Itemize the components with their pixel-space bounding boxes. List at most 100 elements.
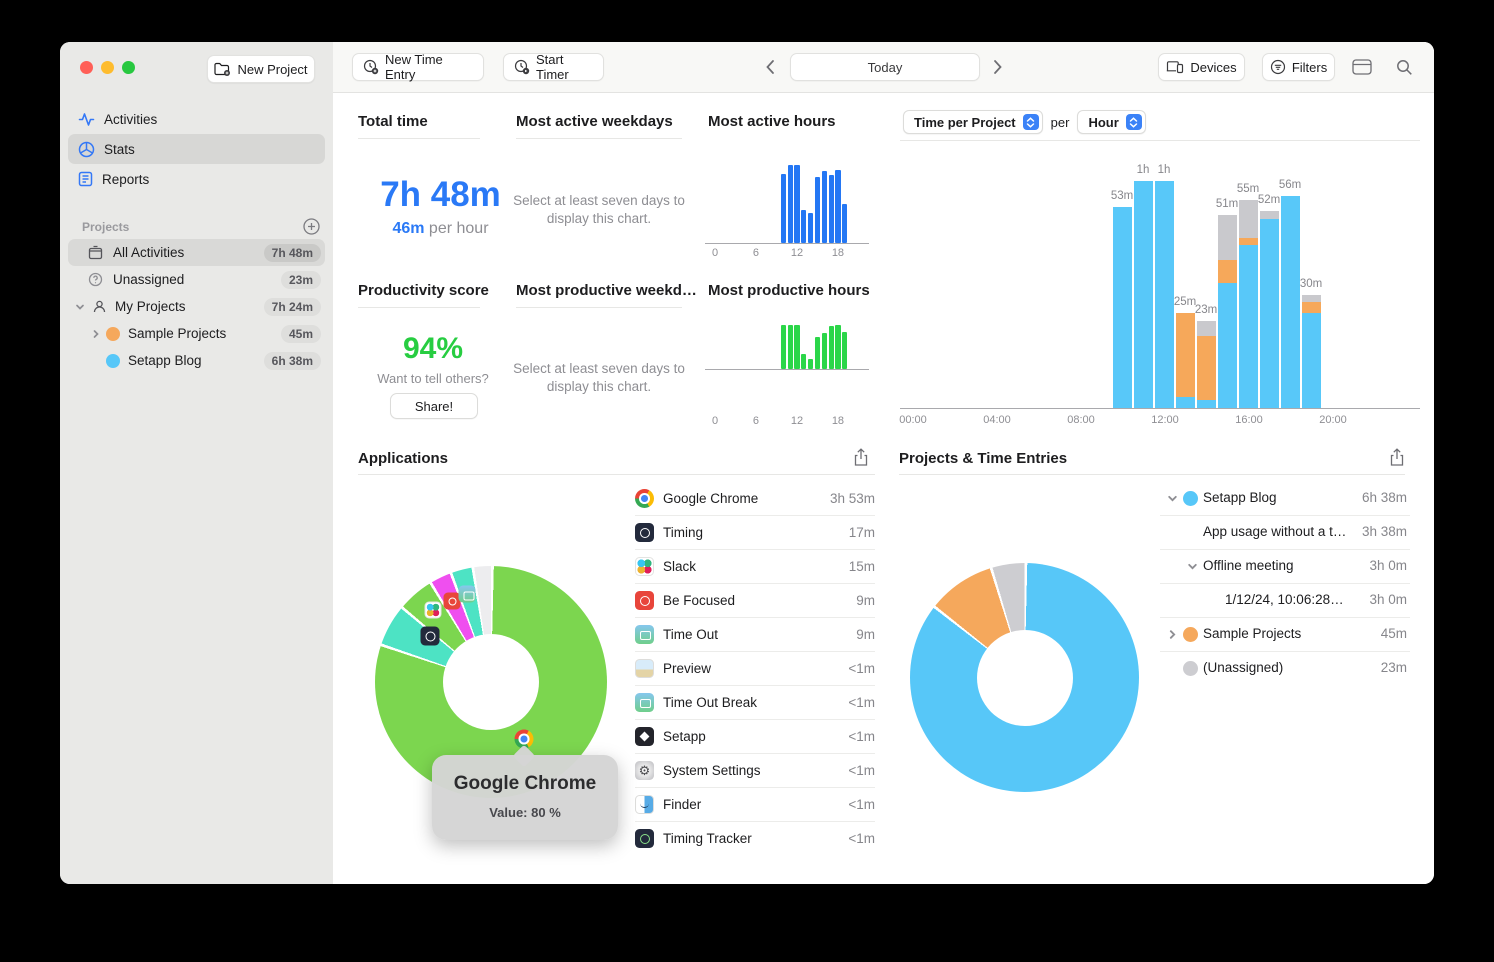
filters-button[interactable]: Filters <box>1262 53 1335 81</box>
projects-section-header: Projects <box>82 220 130 234</box>
most-productive-hours-header: Most productive hours <box>708 282 870 299</box>
sidebar-item-stats[interactable]: Stats <box>68 134 325 164</box>
total-time-rate: 46m per hour <box>353 220 528 238</box>
entry-name: 1/12/24, 10:06:28… <box>1225 592 1344 607</box>
application-time: 3h 53m <box>829 491 875 506</box>
divider <box>900 140 1420 141</box>
application-time: <1m <box>848 831 875 846</box>
stats-chart-icon <box>78 141 95 158</box>
application-name: Timing <box>663 525 704 540</box>
devices-icon <box>1166 60 1184 74</box>
bar-value-label: 23m <box>1194 303 1218 316</box>
interval-select[interactable]: Hour <box>1077 110 1146 134</box>
bar-segment <box>1217 283 1237 408</box>
toolbar: New Time Entry Start Timer Today <box>333 42 1434 93</box>
new-time-entry-button[interactable]: New Time Entry <box>352 52 484 82</box>
productivity-score-value: 94% <box>402 332 464 365</box>
bar-segment <box>1217 260 1237 284</box>
date-range-label: Today <box>867 59 903 75</box>
weekdays-empty-message: Select at least seven days to display th… <box>513 193 685 227</box>
sidebar-item-all-activities[interactable]: All Activities 7h 48m <box>68 239 325 266</box>
application-row[interactable]: Preview <1m <box>635 651 875 685</box>
sidebar-item-setapp-blog[interactable]: Setapp Blog 6h 38m <box>68 347 325 374</box>
application-row[interactable]: System Settings <1m <box>635 753 875 787</box>
sidebar-item-activities[interactable]: Activities <box>68 104 325 134</box>
time-entry-row[interactable]: (Unassigned) 23m <box>1160 651 1410 685</box>
sidebar-item-unassigned[interactable]: Unassigned 23m <box>68 266 325 293</box>
sidebar-item-reports[interactable]: Reports <box>68 164 325 194</box>
close-button[interactable] <box>80 61 93 74</box>
axis-tick-label: 6 <box>752 247 760 259</box>
metric-select[interactable]: Time per Project <box>903 110 1043 134</box>
axis-tick-label: 0 <box>711 247 719 259</box>
application-row[interactable]: Google Chrome 3h 53m <box>635 482 875 515</box>
minimize-button[interactable] <box>101 61 114 74</box>
timeout-app-icon <box>635 625 654 644</box>
chevron-right-icon[interactable] <box>90 329 102 339</box>
application-row[interactable]: Setapp <1m <box>635 719 875 753</box>
time-per-project-chart: 53m 1h 1h 25m 23m 51m 55m 52m 56m 30m <box>900 162 1420 409</box>
axis-tick-label: 12 <box>790 247 804 259</box>
divider <box>516 307 682 308</box>
most-productive-hours-chart <box>705 325 869 370</box>
setapp-app-icon <box>635 727 654 746</box>
stacked-bar-hour-12: 1h <box>1154 164 1174 408</box>
bar-value-label: 25m <box>1173 296 1197 309</box>
axis-tick-label: 08:00 <box>1067 414 1095 426</box>
bar-segment <box>1154 181 1174 408</box>
next-date-button[interactable] <box>986 53 1010 81</box>
chevron-down-icon[interactable] <box>1167 493 1178 504</box>
bar-segment <box>1238 199 1258 238</box>
timing-app-icon <box>420 626 440 646</box>
devices-button[interactable]: Devices <box>1158 53 1245 81</box>
application-row[interactable]: Slack 15m <box>635 549 875 583</box>
syssettings-app-icon <box>635 761 654 780</box>
share-export-icon[interactable] <box>853 448 869 467</box>
timeout-app-icon <box>635 693 654 712</box>
application-row[interactable]: Timing Tracker <1m <box>635 821 875 855</box>
share-export-icon[interactable] <box>1389 448 1405 467</box>
entry-name: Sample Projects <box>1203 626 1302 641</box>
application-row[interactable]: Time Out Break <1m <box>635 685 875 719</box>
chevron-down-icon[interactable] <box>1187 561 1198 572</box>
selector-per-label: per <box>1050 114 1070 130</box>
add-project-button[interactable] <box>303 218 320 235</box>
time-entry-row[interactable]: Sample Projects 45m <box>1160 617 1410 651</box>
stacked-bar-hour-19: 30m <box>1300 278 1322 408</box>
project-color-dot <box>1183 661 1198 676</box>
date-range-field[interactable]: Today <box>790 53 980 81</box>
total-time-header: Total time <box>358 113 428 130</box>
project-color-dot <box>106 326 120 341</box>
project-time-badge: 45m <box>280 324 321 343</box>
share-button-label: Share! <box>414 398 454 414</box>
time-entry-row[interactable]: App usage without a t… 3h 38m <box>1160 515 1410 549</box>
share-button[interactable]: Share! <box>390 393 478 419</box>
start-timer-button[interactable]: Start Timer <box>503 52 604 82</box>
application-row[interactable]: Finder <1m <box>635 787 875 821</box>
zoom-button[interactable] <box>122 61 135 74</box>
most-active-hours-bar <box>787 165 793 243</box>
chevron-right-icon[interactable] <box>1167 629 1178 640</box>
app-window: New Project Activities Stats <box>60 42 1434 884</box>
select-stepper-icon <box>1125 114 1142 130</box>
search-button[interactable] <box>1391 55 1417 79</box>
time-entry-row[interactable]: Setapp Blog 6h 38m <box>1160 482 1410 515</box>
question-circle-icon <box>88 272 103 287</box>
new-project-button[interactable]: New Project <box>207 55 315 83</box>
application-row[interactable]: Be Focused 9m <box>635 583 875 617</box>
bar-segment <box>1301 313 1321 408</box>
chevron-down-icon[interactable] <box>74 302 86 312</box>
application-row[interactable]: Time Out 9m <box>635 617 875 651</box>
applications-header: Applications <box>358 450 449 467</box>
total-time-value: 7h 48m <box>380 175 501 214</box>
time-entry-row[interactable]: 1/12/24, 10:06:28… 3h 0m <box>1160 583 1410 617</box>
sidebar-projects-list: All Activities 7h 48m Unassigned 23m <box>68 239 325 374</box>
sidebar-item-my-projects[interactable]: My Projects 7h 24m <box>68 293 325 320</box>
sidebar-item-sample-projects[interactable]: Sample Projects 45m <box>68 320 325 347</box>
most-productive-hours-bar <box>794 325 800 369</box>
toggle-panel-button[interactable] <box>1349 55 1375 79</box>
time-entry-row[interactable]: Offline meeting 3h 0m <box>1160 549 1410 583</box>
projects-donut-chart[interactable] <box>910 563 1139 792</box>
previous-date-button[interactable] <box>758 53 782 81</box>
application-row[interactable]: Timing 17m <box>635 515 875 549</box>
